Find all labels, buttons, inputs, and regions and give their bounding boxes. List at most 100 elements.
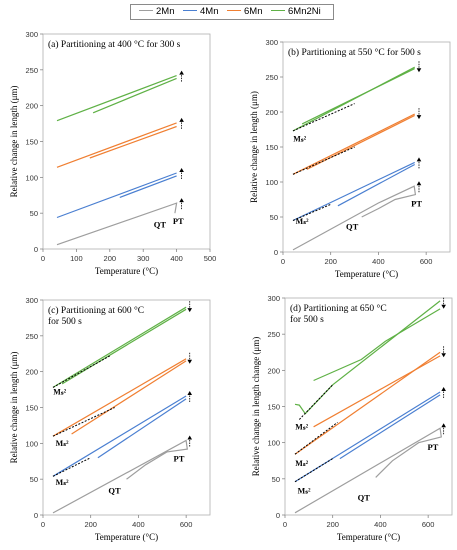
y-tick-label: 250 [267, 330, 280, 339]
y-tick-label: 0 [34, 511, 38, 520]
y-axis-label: Relative change in length (μm) [9, 352, 19, 464]
panel-1: 0 50 100 150 200 250 300 0 200 400 600 Temperature … [249, 38, 451, 279]
fit-line [52, 355, 111, 388]
panel-title: (c) Partitioning at 600 °C [48, 305, 144, 316]
ms-label: Mₛ² [295, 459, 309, 468]
direction-arrow-head [187, 308, 193, 313]
direction-arrow-head [187, 391, 193, 396]
y-tick-label: 250 [25, 66, 38, 75]
y-axis-label: Relative change in length (μm) [9, 86, 19, 198]
series-line-6mn2ni [301, 68, 415, 125]
panel-title: for 500 s [48, 316, 82, 327]
y-tick-label: 100 [267, 439, 280, 448]
direction-arrow-head [179, 117, 184, 122]
x-axis-label: Temperature (°C) [337, 532, 400, 542]
y-tick-label: 300 [265, 38, 278, 47]
series-line-6mn [292, 113, 415, 175]
x-tick-label: 400 [170, 254, 183, 263]
y-tick-label: 100 [25, 173, 38, 182]
x-tick-label: 400 [372, 257, 385, 266]
y-tick-label: 200 [25, 102, 38, 111]
x-tick-label: 600 [420, 257, 433, 266]
x-tick-label: 0 [281, 257, 285, 266]
panel-title: (b) Partitioning at 550 °C for 500 s [288, 47, 421, 58]
series-line-6mn2ni [61, 308, 187, 385]
direction-arrow-head [187, 359, 193, 364]
fit-line [294, 458, 333, 483]
series-line-6mn [56, 122, 177, 168]
series-line-6mn [52, 358, 187, 437]
x-tick-label: 200 [324, 257, 337, 266]
legend-swatch-6mn2ni [271, 9, 285, 11]
y-tick-label: 50 [30, 475, 38, 484]
y-tick-label: 100 [25, 439, 38, 448]
annotation-pt: PT [411, 199, 422, 209]
legend-item-4mn: 4Mn [183, 5, 218, 19]
series-line-6mn2ni [92, 77, 177, 114]
ms-label: Mₛ² [296, 217, 310, 226]
annotation-qt: QT [358, 493, 371, 503]
series-line-6mn2ni [313, 308, 441, 382]
x-tick-label: 0 [41, 254, 45, 263]
annotation-qt: QT [346, 222, 359, 232]
y-tick-label: 50 [270, 213, 278, 222]
series-line-2mn [52, 439, 188, 514]
series-line-4mn [119, 175, 177, 198]
y-tick-label: 150 [25, 404, 38, 413]
plot-area [284, 297, 453, 516]
x-tick-label: 600 [180, 520, 193, 529]
panel-title: (d) Partitioning at 650 °C [290, 303, 387, 314]
x-tick-label: 500 [204, 254, 217, 263]
y-tick-label: 200 [25, 368, 38, 377]
series-line-6mn [306, 114, 415, 170]
y-tick-label: 150 [267, 403, 280, 412]
series-line-4mn [56, 172, 177, 219]
x-tick-label: 0 [283, 520, 287, 529]
x-tick-label: 400 [374, 520, 387, 529]
fit-line [298, 384, 334, 420]
y-tick-label: 250 [25, 332, 38, 341]
y-tick-label: 300 [25, 296, 38, 305]
direction-arrow-head [187, 435, 193, 440]
series-line-2mn [292, 185, 417, 251]
fit-line [292, 103, 355, 132]
legend-label-4mn: 4Mn [200, 6, 219, 17]
ms-label: Mₛ² [295, 423, 309, 432]
direction-arrow-head [416, 115, 422, 120]
series-line-6mn [71, 360, 187, 435]
panel-title: for 500 s [290, 314, 324, 325]
y-tick-label: 150 [265, 143, 278, 152]
x-tick-label: 200 [326, 520, 339, 529]
x-axis-label: Temperature (°C) [95, 266, 158, 276]
legend-item-2mn: 2Mn [139, 5, 174, 19]
y-tick-label: 300 [25, 30, 38, 39]
ms-label: Mₛ² [53, 388, 67, 397]
x-tick-label: 200 [104, 254, 117, 263]
direction-arrow-head [416, 68, 422, 73]
series-line-4mn [339, 394, 441, 460]
annotation-pt: PT [174, 453, 185, 463]
legend-item-6mn: 6Mn [227, 5, 262, 19]
x-axis-label: Temperature (°C) [335, 269, 398, 279]
direction-arrow-head [179, 198, 184, 203]
legend-label-2mn: 2Mn [156, 6, 175, 17]
y-tick-label: 50 [272, 475, 280, 484]
y-tick-label: 200 [267, 366, 280, 375]
series-line-2mn [294, 427, 442, 514]
series-line-6mn [89, 125, 177, 159]
x-tick-label: 600 [422, 520, 435, 529]
series-line-4mn [52, 395, 187, 477]
fit-line [292, 146, 355, 175]
series-line-6mn2ni [52, 306, 187, 388]
direction-arrow-head [441, 387, 446, 392]
legend-item-6mn2ni: 6Mn2Ni [271, 5, 321, 19]
x-tick-label: 200 [84, 520, 97, 529]
ms-label: Mₛ² [298, 486, 312, 495]
ms-label: Mₛ² [56, 478, 70, 487]
y-tick-label: 250 [265, 73, 278, 82]
direction-arrow-head [441, 423, 446, 428]
legend-swatch-4mn [183, 9, 197, 11]
legend-label-6mn: 6Mn [244, 6, 263, 17]
annotation-pt: PT [427, 442, 438, 452]
series-line-6mn2ni [56, 75, 177, 122]
